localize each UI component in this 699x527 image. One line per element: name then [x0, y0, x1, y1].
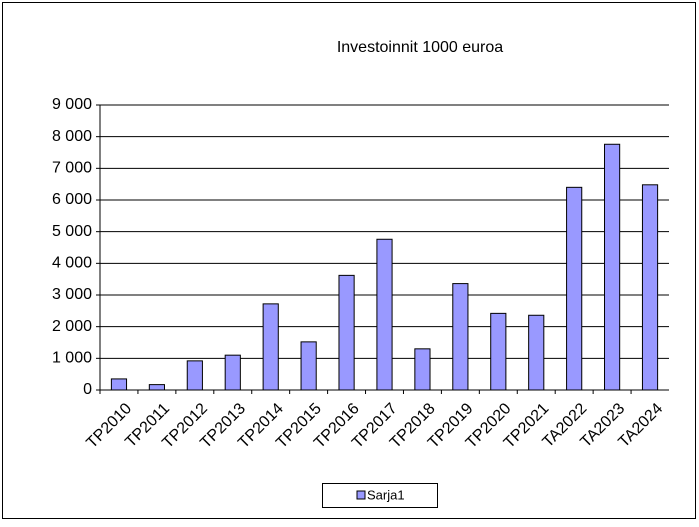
- bar: [641, 184, 659, 391]
- bar: [528, 314, 545, 391]
- y-tick-label: 5 000: [52, 223, 92, 240]
- y-tick-label: 3 000: [52, 286, 92, 303]
- legend-label: Sarja1: [367, 487, 405, 502]
- bar: [262, 303, 279, 391]
- bar: [490, 312, 507, 391]
- y-tick-label: 2 000: [52, 318, 92, 335]
- bar: [110, 378, 128, 391]
- bar: [300, 341, 317, 391]
- y-tick-label: 7 000: [52, 160, 92, 177]
- y-tick-label: 8 000: [52, 128, 92, 145]
- y-tick-label: 4 000: [52, 255, 92, 272]
- bar: [376, 238, 393, 391]
- bar: [148, 384, 165, 391]
- chart-title: Investoinnit 1000 euroa: [337, 39, 503, 56]
- bar: [566, 186, 583, 391]
- y-tick-label: 9 000: [52, 96, 92, 113]
- bar: [338, 274, 355, 391]
- y-tick-label: 6 000: [52, 191, 92, 208]
- bar: [604, 143, 621, 391]
- bar: [414, 348, 431, 391]
- legend-swatch: [356, 490, 366, 500]
- y-tick-label: 0: [83, 381, 92, 398]
- bar: [186, 360, 203, 391]
- bar: [452, 283, 469, 391]
- y-tick-label: 1 000: [52, 350, 92, 367]
- legend-box: [322, 483, 438, 508]
- bar: [224, 354, 241, 391]
